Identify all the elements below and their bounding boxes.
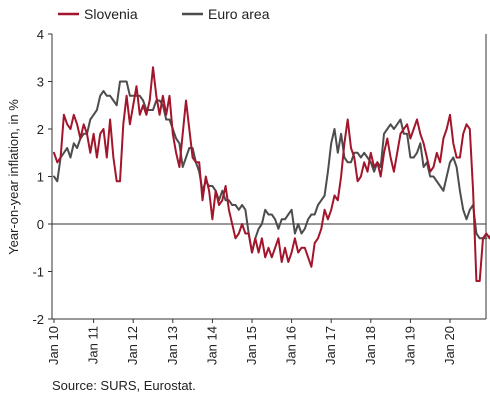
y-tick-label: 2	[37, 122, 44, 137]
series-line-slovenia	[53, 66, 490, 282]
x-tick-label: Jan 15	[244, 326, 259, 365]
axes	[51, 34, 487, 320]
x-tick-label: Jan 13	[165, 326, 180, 365]
x-tick-label: Jan 16	[284, 326, 299, 365]
x-tick-label: Jan 18	[363, 326, 378, 365]
source-note: Source: SURS, Eurostat.	[52, 378, 196, 393]
x-tick-label: Jan 12	[125, 326, 140, 365]
y-tick-label: 4	[37, 27, 44, 42]
y-axis-ticks: 4 3 2 1 0 -1 -2	[32, 27, 52, 327]
x-tick-label: Jan 20	[442, 326, 457, 365]
legend-label-euro-area: Euro area	[208, 6, 270, 22]
y-axis-title: Year-on-year inflation, in %	[6, 99, 21, 255]
y-tick-label: -2	[32, 312, 44, 327]
x-tick-label: Jan 17	[323, 326, 338, 365]
x-tick-label: Jan 10	[46, 326, 61, 365]
series-line-euro-area	[53, 80, 488, 254]
legend: Slovenia Euro area	[58, 6, 270, 22]
y-tick-label: 1	[37, 170, 44, 185]
legend-label-slovenia: Slovenia	[84, 6, 138, 22]
series-layer	[53, 66, 490, 282]
x-axis-ticks: Jan 10 Jan 11 Jan 12 Jan 13 Jan 14 Jan 15 Jan …	[46, 319, 457, 365]
x-tick-label: Jan 19	[402, 326, 417, 365]
y-tick-label: 0	[37, 217, 44, 232]
y-tick-label: -1	[32, 265, 44, 280]
x-tick-label: Jan 14	[204, 326, 219, 365]
x-tick-label: Jan 11	[86, 326, 101, 364]
y-tick-label: 3	[37, 75, 44, 90]
